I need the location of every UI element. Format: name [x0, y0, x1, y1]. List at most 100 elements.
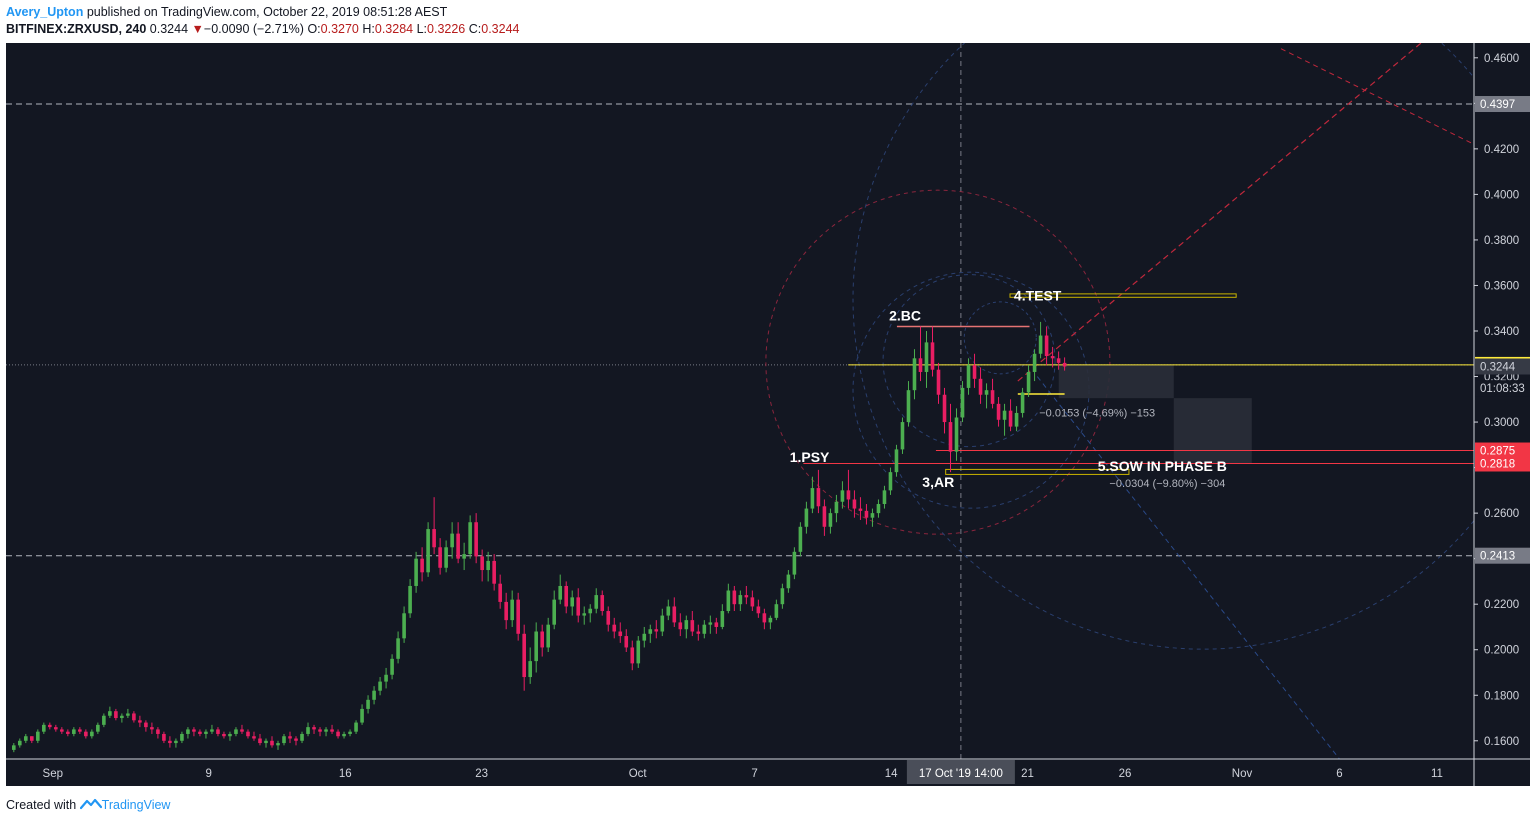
- candle-body: [168, 740, 172, 744]
- candle-body: [546, 624, 551, 648]
- candle-body: [828, 513, 833, 527]
- candle-body: [558, 585, 563, 600]
- candle-body: [402, 613, 406, 639]
- chart-panel[interactable]: 1.PSY 2.BC 3,AR 4.TEST 5.SOW IN PHASE B −0.01…: [6, 43, 1530, 786]
- label-1-psy[interactable]: 1.PSY: [790, 449, 830, 465]
- candle-body: [354, 722, 358, 732]
- candle-body: [894, 449, 899, 473]
- candle-body: [288, 736, 292, 739]
- candle-body: [426, 529, 430, 573]
- plot-background: [6, 43, 1474, 759]
- candle-body: [924, 342, 929, 372]
- fib-circle-outer[interactable]: [765, 189, 1111, 535]
- candle-body: [888, 472, 893, 491]
- y-tick-label: 0.3000: [1484, 417, 1519, 429]
- candle-body: [114, 711, 118, 719]
- measure-box-1[interactable]: [1058, 364, 1174, 399]
- y-tick-label: 0.3600: [1484, 280, 1519, 292]
- y-tick-label: 0.4600: [1484, 53, 1519, 65]
- measure-label-1: −0.0153 (−4.69%) −153: [1039, 407, 1155, 419]
- trend-fan-line-down[interactable]: [1036, 376, 1340, 760]
- candle-body: [696, 631, 701, 634]
- label-2-bc[interactable]: 2.BC: [889, 308, 921, 324]
- candle-body: [468, 522, 472, 555]
- candle-body: [444, 547, 448, 568]
- ar-range-box[interactable]: [945, 468, 1130, 475]
- candle-body: [414, 558, 418, 586]
- price-label-bg: [1475, 547, 1530, 564]
- candle-body: [978, 378, 983, 395]
- candle-body: [522, 633, 526, 678]
- candle-body: [918, 358, 923, 372]
- x-tick-label: 14: [885, 768, 898, 780]
- price-label-bg: [1475, 442, 1530, 459]
- test-range-box[interactable]: [1009, 293, 1237, 298]
- candle-body: [570, 597, 575, 607]
- author-link[interactable]: Avery_Upton: [6, 5, 84, 19]
- candle-body: [252, 736, 256, 739]
- candle-body: [1038, 335, 1043, 354]
- y-tick-label: 0.1800: [1484, 690, 1519, 702]
- price-label: 0.3244: [1480, 362, 1516, 374]
- candle-body: [858, 508, 863, 511]
- price-label-bg: [1475, 380, 1530, 397]
- candle-body: [594, 595, 599, 609]
- price-label: 0.2818: [1480, 458, 1515, 470]
- price-label-bg: [1475, 358, 1530, 375]
- candle-body: [1014, 412, 1019, 427]
- candle-body: [360, 708, 364, 723]
- candle-body: [1020, 392, 1025, 413]
- candle-body: [624, 636, 629, 648]
- price-axis-bg[interactable]: [1474, 43, 1530, 786]
- drawings-layer: [6, 43, 1530, 760]
- ohlc-line: BITFINEX:ZRXUSD, 240 0.3244 ▼−0.0090 (−2…: [6, 21, 519, 38]
- candle-body: [132, 713, 136, 721]
- candle-body: [708, 622, 713, 625]
- candle-body: [156, 729, 160, 734]
- candle-body: [852, 499, 857, 509]
- label-4-test[interactable]: 4.TEST: [1014, 287, 1062, 303]
- candle-body: [84, 731, 88, 737]
- fib-circle-small[interactable]: [963, 301, 1037, 375]
- candle-body: [936, 369, 941, 395]
- candle-body: [702, 624, 707, 634]
- x-tick-label: 26: [1119, 768, 1132, 780]
- tradingview-brand[interactable]: TradingView: [101, 798, 171, 812]
- measure-box-2[interactable]: [1173, 398, 1252, 464]
- price-chart[interactable]: 1.PSY 2.BC 3,AR 4.TEST 5.SOW IN PHASE B −0.01…: [6, 43, 1530, 786]
- candle-body: [210, 729, 214, 732]
- candle-body: [240, 729, 244, 732]
- candle-body: [462, 554, 466, 559]
- candle-body: [480, 556, 484, 571]
- y-tick-label: 0.4200: [1484, 144, 1519, 156]
- tradingview-logo-icon[interactable]: TradingView: [79, 798, 171, 812]
- candle-body: [384, 674, 388, 682]
- x-tick-label: 6: [1336, 768, 1342, 780]
- label-5-sow[interactable]: 5.SOW IN PHASE B: [1098, 458, 1227, 474]
- candle-body: [720, 611, 725, 627]
- candle-body: [582, 613, 587, 616]
- candle-body: [666, 606, 671, 616]
- close-label: C:: [468, 22, 482, 36]
- candle-body: [510, 599, 514, 621]
- candle-body: [312, 727, 316, 730]
- candle-body: [618, 631, 623, 637]
- fib-circle-inner[interactable]: [882, 274, 1056, 448]
- candle-body: [408, 585, 412, 614]
- candle-body: [744, 595, 749, 598]
- candle-body: [300, 733, 304, 741]
- candle-body: [540, 631, 545, 648]
- symbol-label[interactable]: BITFINEX:ZRXUSD, 240: [6, 22, 147, 36]
- time-axis-bg[interactable]: [6, 759, 1530, 786]
- candle-body: [930, 342, 935, 370]
- candle-body: [60, 729, 64, 732]
- label-3-ar[interactable]: 3,AR: [922, 474, 954, 490]
- candle-body: [24, 736, 28, 741]
- candle-body: [876, 504, 881, 514]
- x-tick-label: 16: [339, 768, 352, 780]
- fib-circle-large[interactable]: [852, 43, 1530, 650]
- candle-body: [846, 490, 851, 500]
- candle-body: [834, 501, 839, 514]
- candle-body: [630, 647, 635, 664]
- candle-body: [96, 724, 100, 732]
